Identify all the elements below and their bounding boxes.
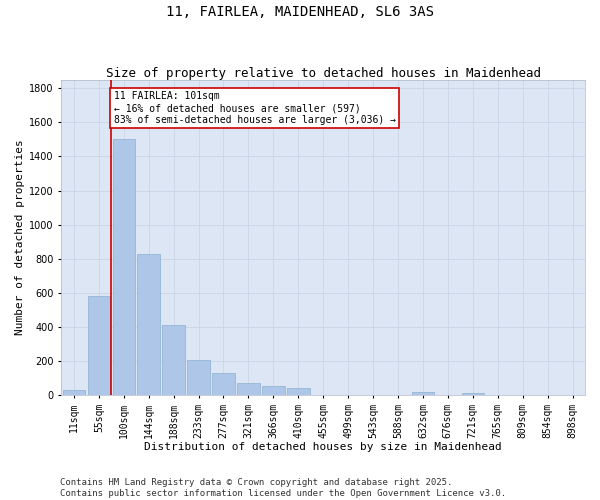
Bar (287, 388, 310, 396)
Bar (137, 254, 160, 396)
Bar (113, 140, 135, 396)
Bar (163, 326, 185, 396)
Title: Size of property relative to detached houses in Maidenhead: Size of property relative to detached ho… (106, 66, 541, 80)
Bar (262, 386, 284, 396)
X-axis label: Distribution of detached houses by size in Maidenhead: Distribution of detached houses by size … (145, 442, 502, 452)
Bar (412, 392, 434, 396)
Bar (212, 373, 235, 396)
Text: 11, FAIRLEA, MAIDENHEAD, SL6 3AS: 11, FAIRLEA, MAIDENHEAD, SL6 3AS (166, 5, 434, 19)
Bar (461, 393, 484, 396)
Text: 11 FAIRLEA: 101sqm
← 16% of detached houses are smaller (597)
83% of semi-detach: 11 FAIRLEA: 101sqm ← 16% of detached hou… (114, 92, 396, 124)
Y-axis label: Number of detached properties: Number of detached properties (15, 140, 25, 336)
Bar (237, 382, 260, 396)
Bar (187, 360, 210, 396)
Bar (312, 394, 334, 396)
Text: Contains HM Land Registry data © Crown copyright and database right 2025.
Contai: Contains HM Land Registry data © Crown c… (60, 478, 506, 498)
Bar (88, 296, 110, 396)
Bar (62, 390, 85, 396)
